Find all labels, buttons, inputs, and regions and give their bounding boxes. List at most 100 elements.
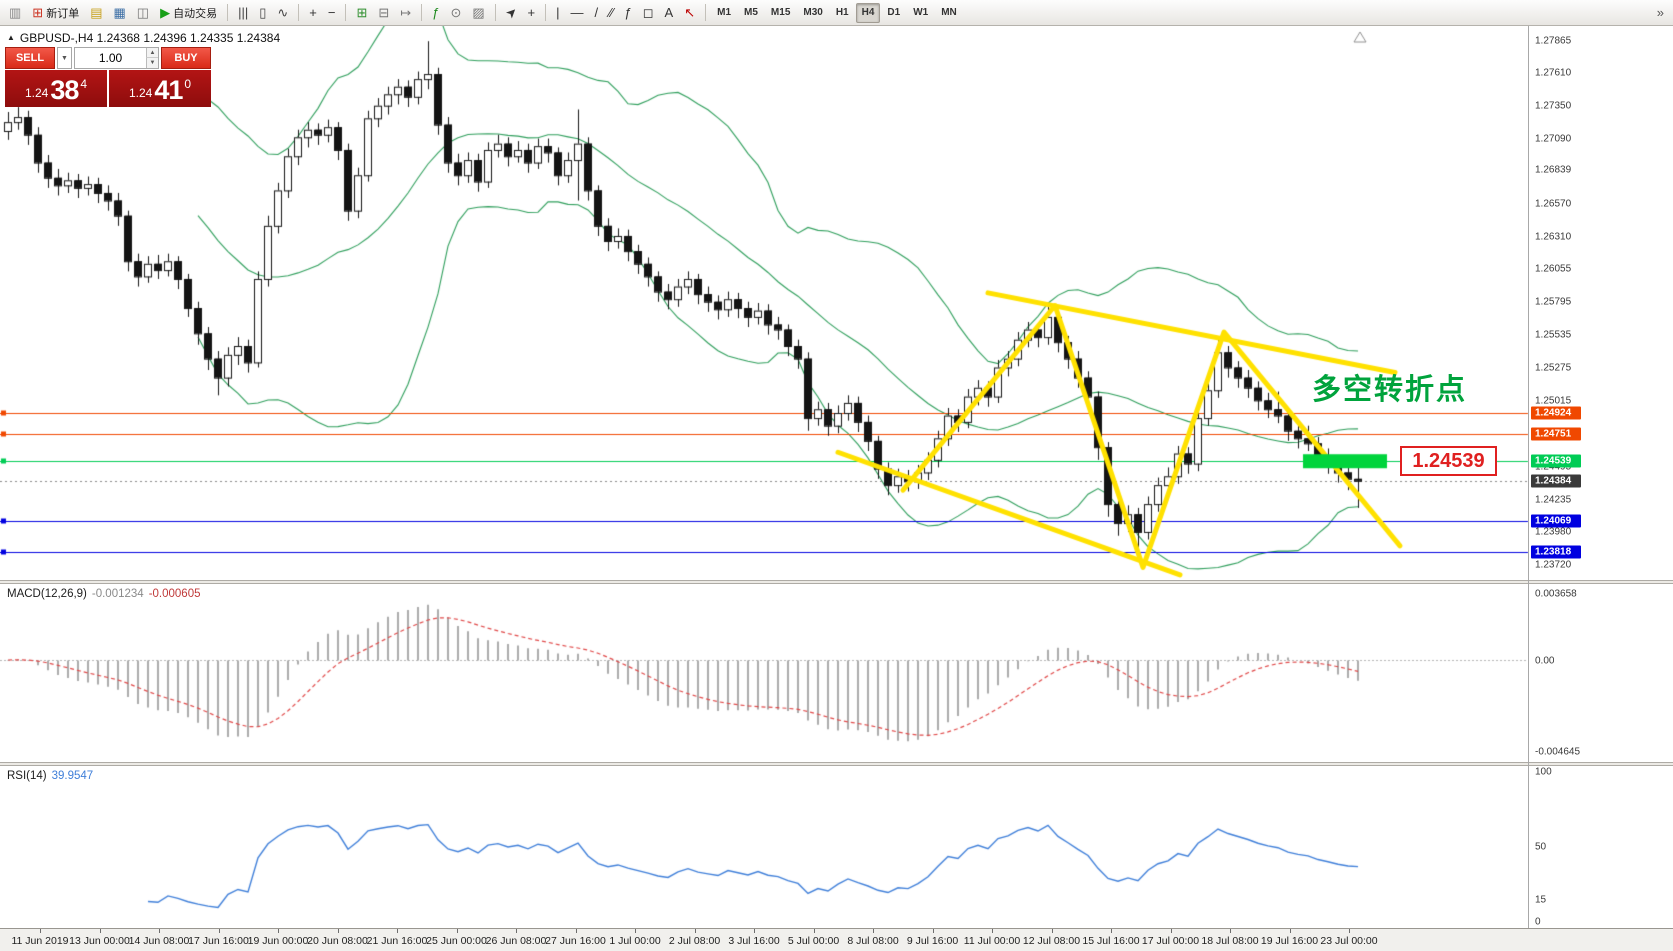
new-order-button-label: 新订单 (46, 7, 80, 20)
volume-input[interactable] (75, 48, 158, 68)
periods-icon[interactable]: ⊙ (445, 2, 466, 24)
bar-chart-icon: ||| (238, 5, 249, 20)
toolbar-separator (545, 4, 547, 21)
trendline-icon: / (594, 5, 599, 20)
time-tick (397, 929, 398, 933)
price-tick-label: 1.25015 (1535, 395, 1572, 407)
buy-price-prefix: 1.24 (128, 86, 153, 100)
time-axis-label: 27 Jun 16:00 (545, 935, 606, 947)
timeframe-m15[interactable]: M15 (765, 3, 796, 23)
toolbar-separator (705, 4, 707, 21)
timeframe-m30[interactable]: M30 (797, 3, 828, 23)
indicators-icon[interactable]: ƒ (427, 2, 444, 24)
arrows-icon: ↖ (684, 5, 696, 20)
timeframe-m5[interactable]: M5 (738, 3, 764, 23)
zoom-out-icon[interactable]: − (323, 2, 341, 24)
new-order-button[interactable]: ⊞ 新订单 (27, 2, 84, 24)
sell-button[interactable]: SELL (5, 47, 55, 69)
templates-icon[interactable]: ▨ (467, 2, 489, 24)
buy-price-display[interactable]: 1.24 41 0 (109, 70, 211, 107)
time-tick (635, 929, 636, 933)
time-axis[interactable]: 11 Jun 2019 13 Jun 00:00 14 Jun 08:00 17 Ju… (0, 928, 1673, 951)
indicators-icon: ƒ (432, 5, 440, 20)
arrange-windows-icon[interactable]: ⊟ (373, 2, 394, 24)
autotrading-button[interactable]: ▶ 自动交易 (155, 2, 222, 24)
turning-point-annotation[interactable]: 多空转折点 (1312, 374, 1468, 406)
crosshair-icon[interactable]: + (523, 2, 541, 24)
candlestick-icon[interactable]: ▯ (254, 2, 271, 24)
toolbar-more-icon[interactable]: » (1652, 2, 1669, 24)
navigator-icon[interactable]: ◫ (132, 2, 154, 24)
price-tick-label: 1.27350 (1535, 100, 1572, 112)
fibonacci-icon: ƒ (624, 5, 632, 20)
rsi-axis-label: 100 (1535, 766, 1552, 778)
macd-pane-canvas[interactable] (0, 584, 1673, 762)
toolbar-separator (421, 4, 423, 21)
time-tick (1289, 929, 1291, 933)
line-chart-icon: ∿ (277, 5, 289, 20)
sell-price-main: 38 (50, 75, 79, 106)
volume-increase-button[interactable]: ▲ (146, 48, 158, 58)
time-axis-label: 21 Jun 16:00 (366, 935, 428, 947)
time-tick (575, 929, 577, 933)
time-axis-label: 8 Jul 08:00 (847, 935, 899, 947)
volume-field: ▲ ▼ (74, 47, 159, 69)
new-chart-icon[interactable]: ▥ (4, 2, 26, 24)
trade-panel-dropdown[interactable]: ▼ (57, 47, 72, 69)
rsi-axis-label: 15 (1535, 894, 1547, 905)
symbol-ohlc-bar: ▲ GBPUSD-,H4 1.24368 1.24396 1.24335 1.2… (7, 31, 280, 45)
autotrading-icon: ▶ (160, 5, 171, 20)
timeframe-h1[interactable]: H1 (830, 3, 855, 23)
time-axis-label: 3 Jul 16:00 (728, 935, 780, 947)
zoom-in-icon[interactable]: + (304, 2, 322, 24)
time-axis-label: 1 Jul 00:00 (609, 935, 661, 947)
new-order-icon: ⊞ (32, 5, 44, 20)
time-tick (1051, 929, 1053, 933)
vertical-line-icon[interactable]: | (551, 2, 564, 24)
current-price-badge: 1.24384 (1531, 474, 1581, 488)
fibonacci-icon[interactable]: ƒ (620, 2, 637, 24)
price-axis[interactable]: 1.27865 1.27610 1.27350 1.27090 1.26839 1.265… (1528, 26, 1673, 928)
time-axis-label: 26 Jun 08:00 (485, 935, 547, 947)
text-icon[interactable]: A (660, 2, 679, 24)
volume-decrease-button[interactable]: ▼ (146, 58, 158, 68)
toolbar-separator (227, 4, 229, 21)
price-tick-label: 1.27865 (1535, 35, 1572, 47)
timeframe-m1[interactable]: M1 (711, 3, 737, 23)
layouts-icon[interactable]: ▤ (85, 2, 107, 24)
price-tick-label: 1.24235 (1535, 494, 1572, 506)
rsi-value: 39.9547 (51, 770, 94, 782)
ohlc-collapse-toggle[interactable]: ▲ (7, 33, 15, 42)
sell-price-display[interactable]: 1.24 38 4 (5, 70, 107, 107)
rsi-name: RSI(14) (7, 770, 47, 782)
price-chart-canvas[interactable] (0, 26, 1673, 580)
line-chart-icon[interactable]: ∿ (272, 2, 293, 24)
time-axis-label: 17 Jul 00:00 (1141, 935, 1200, 947)
horizontal-line-icon[interactable]: — (566, 2, 589, 24)
pane-separator[interactable] (0, 762, 1673, 766)
rsi-pane-canvas[interactable] (0, 766, 1673, 928)
time-tick (159, 929, 160, 933)
timeframe-h4[interactable]: H4 (855, 2, 881, 23)
chart-shift-icon[interactable]: ↦ (395, 2, 416, 24)
timeframe-w1[interactable]: W1 (907, 3, 934, 23)
pane-separator[interactable] (0, 580, 1673, 584)
time-tick (516, 929, 517, 933)
tile-windows-icon[interactable]: ⊞ (351, 2, 372, 24)
cursor-icon[interactable]: ➤ (501, 2, 522, 24)
time-axis-label: 25 Jun 00:00 (426, 935, 487, 947)
timeframe-mn[interactable]: MN (935, 3, 963, 23)
timeframe-d1[interactable]: D1 (881, 3, 906, 23)
shapes-icon[interactable]: ◻ (638, 2, 659, 24)
time-tick (1111, 929, 1112, 933)
trendline-icon[interactable]: / (590, 2, 604, 24)
bar-chart-icon[interactable]: ||| (233, 2, 253, 24)
channel-icon[interactable]: ∕∕ (604, 2, 618, 24)
price-callout-box[interactable]: 1.24539 (1400, 446, 1497, 476)
market-watch-icon[interactable]: ▦ (109, 2, 131, 24)
autotrading-button-label: 自动交易 (173, 7, 218, 20)
price-tick-label: 1.27090 (1535, 133, 1572, 145)
macd-signal-value: -0.000605 (148, 588, 201, 600)
buy-button[interactable]: BUY (161, 47, 211, 69)
arrows-icon[interactable]: ↖ (679, 2, 700, 24)
